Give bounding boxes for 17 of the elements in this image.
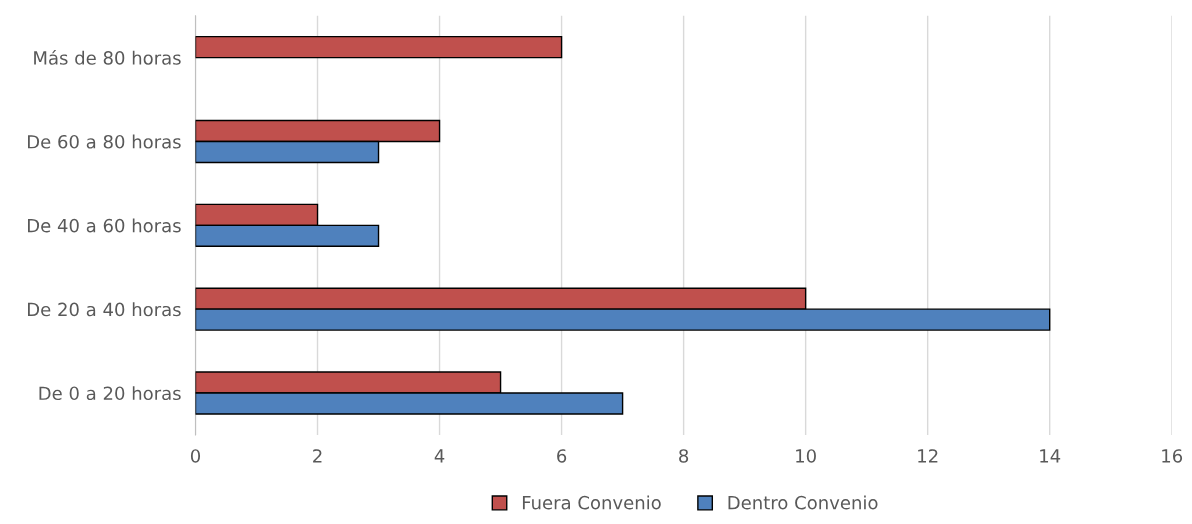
- x-tick-label: 8: [679, 449, 689, 463]
- y-tick-label: Más de 80 horas: [34, 50, 181, 65]
- x-tick-label: 0: [190, 449, 201, 463]
- x-tick-label: 4: [434, 449, 445, 463]
- x-tick-label: 6: [557, 449, 567, 463]
- x-tick-label: 2: [313, 449, 322, 463]
- y-tick-label: De 60 a 80 horas: [28, 134, 181, 149]
- x-tick-label: 12: [918, 449, 938, 463]
- legend-label: Fuera Convenio: [522, 495, 661, 510]
- y-tick-label: De 0 a 20 horas: [39, 386, 181, 401]
- legend-label: Dentro Convenio: [728, 495, 878, 510]
- x-tick-label: 10: [796, 449, 816, 463]
- x-tick-label: 14: [1040, 449, 1061, 463]
- y-tick-label: De 40 a 60 horas: [28, 218, 181, 233]
- y-tick-label: De 20 a 40 horas: [28, 302, 181, 317]
- x-tick-label: 16: [1162, 449, 1183, 463]
- bar: [195, 35, 563, 59]
